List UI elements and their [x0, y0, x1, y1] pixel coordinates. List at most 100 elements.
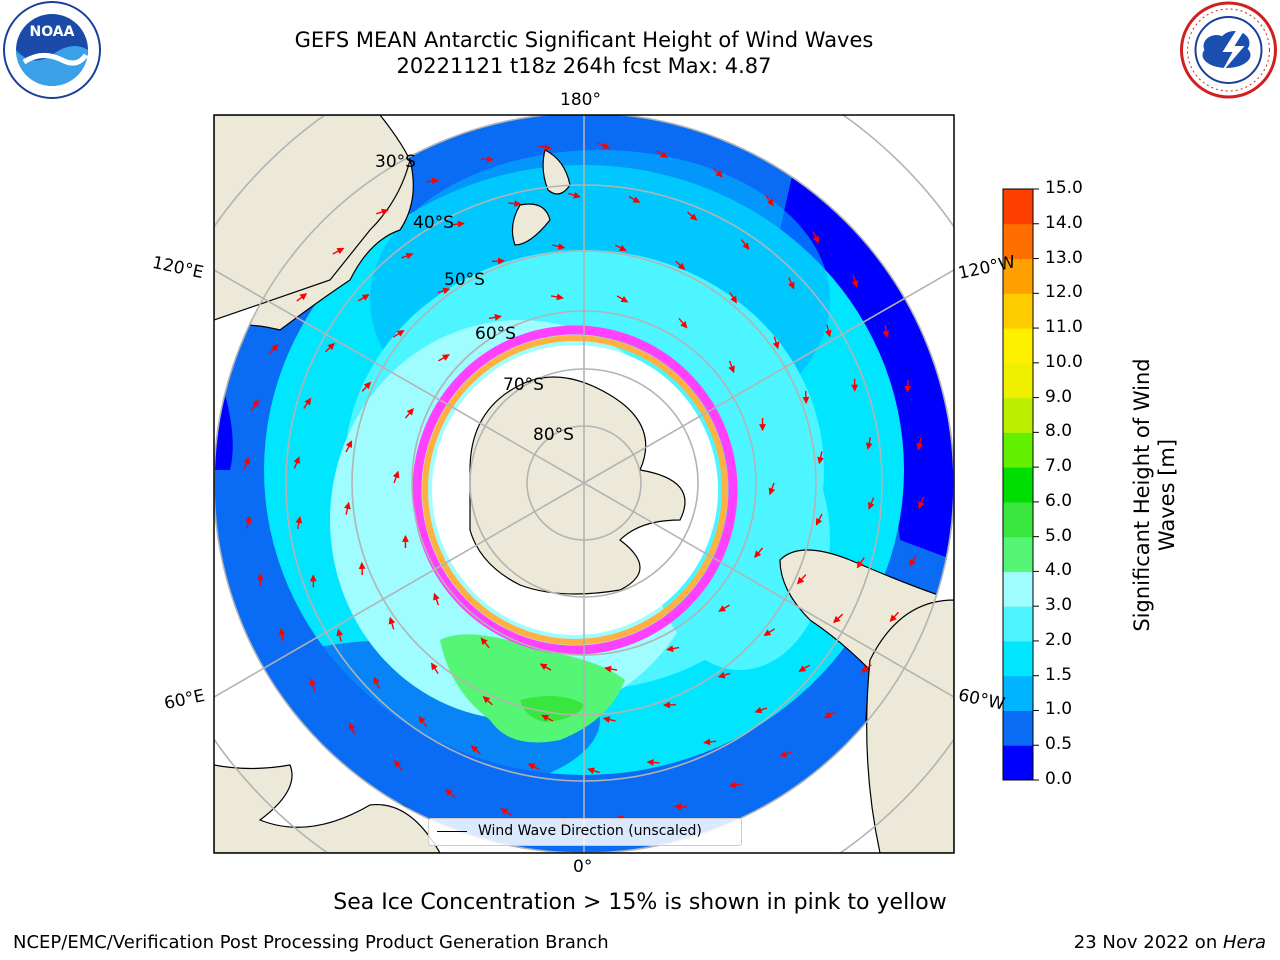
wind-arrow-head: [557, 243, 566, 250]
wind-arrow-head: [860, 665, 869, 673]
wind-arrow-head: [514, 200, 522, 207]
wind-arrow-head: [381, 208, 389, 216]
wind-arrow-head: [717, 671, 726, 679]
wind-arrow-head: [457, 220, 465, 228]
colorbar-tick-label: 2.0: [1045, 629, 1073, 650]
lat-label-60s: 60°S: [475, 324, 516, 344]
colorbar-segment: [1003, 467, 1033, 503]
wind-arrow-head: [482, 695, 491, 704]
colorbar-tick-label: 10.0: [1045, 351, 1083, 372]
wind-arrow-head: [673, 803, 682, 811]
colorbar-segment: [1003, 536, 1033, 572]
wind-arrow-head: [889, 614, 897, 622]
wind-arrow-head: [851, 384, 859, 392]
colorbar-tick-label: 4.0: [1045, 560, 1073, 581]
wind-arrow-head: [442, 287, 451, 295]
wind-arrow-head: [728, 781, 737, 789]
wind-arrow-head: [336, 628, 344, 637]
wind-arrow-head: [431, 177, 440, 185]
wind-arrow-head: [556, 293, 564, 301]
chart-subtitle: 20221121 t18z 264h fcst Max: 4.87: [396, 54, 772, 78]
wind-arrow-head: [304, 397, 312, 406]
wind-arrow-head: [309, 574, 317, 582]
colorbar-segment: [1003, 258, 1033, 294]
wind-arrow-head: [703, 738, 711, 746]
wind-arrow-head: [916, 442, 923, 451]
footer-date-text: 23 Nov 2022 on: [1073, 932, 1223, 953]
colorbar-tick-label: 7.0: [1045, 456, 1073, 477]
wind-arrow-head: [539, 663, 548, 671]
colorbar-tick-label: 1.5: [1045, 664, 1073, 685]
colorbar-tick-label: 8.0: [1045, 421, 1073, 442]
wind-arrow-head: [363, 381, 372, 390]
wind-arrow-head: [433, 592, 440, 601]
wind-arrow-head: [766, 198, 774, 207]
wind-arrow-head: [541, 714, 550, 722]
wind-arrow-head: [344, 501, 351, 510]
colorbar-tick-label: 11.0: [1045, 317, 1083, 338]
wind-arrow-head: [618, 244, 627, 252]
wind-arrow-head: [646, 759, 654, 766]
graticule: [214, 115, 954, 853]
wind-arrow-head: [796, 576, 805, 585]
wind-arrow-head: [763, 629, 772, 636]
lat-label-40s: 40°S: [413, 213, 454, 233]
colorbar-segment: [1003, 675, 1033, 711]
wind-arrow-head: [754, 706, 763, 714]
colorbar-label-line2: Waves [m]: [1155, 438, 1179, 552]
wind-arrow-head: [772, 341, 780, 350]
wind-arrow-head: [309, 678, 317, 686]
wind-arrow-head: [817, 456, 824, 465]
wind-arrow-head: [486, 155, 495, 163]
wind-arrow-head: [666, 645, 674, 652]
wind-arrow-head: [909, 559, 916, 567]
wind-arrow-head: [361, 294, 370, 301]
colorbar-label-line1: Significant Height of Wind: [1130, 358, 1154, 632]
wind-arrow-head: [833, 615, 841, 624]
lon-label-180: 180°: [560, 90, 601, 110]
wind-arrow-head: [494, 314, 502, 321]
wind-arrow-head: [768, 487, 776, 496]
wind-arrow-head: [345, 440, 353, 449]
wind-arrow-head: [500, 808, 508, 815]
colorbar-segment: [1003, 362, 1033, 399]
wind-arrow-head: [918, 501, 925, 510]
wind-arrow-head: [396, 330, 405, 337]
wind-arrow-head: [245, 515, 252, 524]
colorbar-tick-label: 1.0: [1045, 699, 1073, 720]
colorbar: [1003, 188, 1039, 781]
footer-branch: NCEP/EMC/Verification Post Processing Pr…: [13, 932, 609, 953]
colorbar-segment: [1003, 501, 1033, 538]
wind-arrow-head: [824, 329, 832, 338]
wind-arrow-head: [327, 342, 335, 351]
new-zealand-land: [511, 149, 571, 246]
wind-arrow-head: [480, 637, 488, 646]
legend-line-icon: [437, 831, 467, 832]
wind-arrow-head: [865, 442, 873, 451]
wind-arrow-head: [779, 750, 787, 758]
wind-arrow-head: [445, 788, 453, 796]
wind-arrow-head: [662, 701, 671, 709]
wind-arrow-head: [660, 151, 668, 158]
wind-arrow-head: [730, 295, 737, 304]
wind-arrow-head: [406, 407, 414, 416]
wind-arrow-head: [293, 456, 300, 465]
wind-arrow-head: [851, 280, 859, 288]
colorbar-segment: [1003, 640, 1033, 677]
svg-text:NOAA: NOAA: [30, 24, 75, 40]
wind-arrow-head: [759, 424, 766, 432]
wind-arrow-head: [602, 716, 611, 723]
colorbar-label: Significant Height of Wind Waves [m]: [1130, 358, 1180, 631]
wind-arrow-head: [802, 396, 810, 405]
wind-arrow-head: [754, 550, 762, 559]
colorbar-tick-label: 0.0: [1045, 769, 1073, 789]
wind-arrow-head: [718, 605, 726, 612]
wind-arrow-head: [497, 257, 506, 265]
wind-arrow-head: [402, 534, 409, 542]
wind-arrow-head: [728, 365, 735, 374]
wind-arrow-head: [418, 716, 426, 724]
wind-arrow-head: [856, 560, 864, 569]
chart-title: GEFS MEAN Antarctic Significant Height o…: [294, 28, 874, 52]
wind-arrow-head: [677, 262, 686, 271]
